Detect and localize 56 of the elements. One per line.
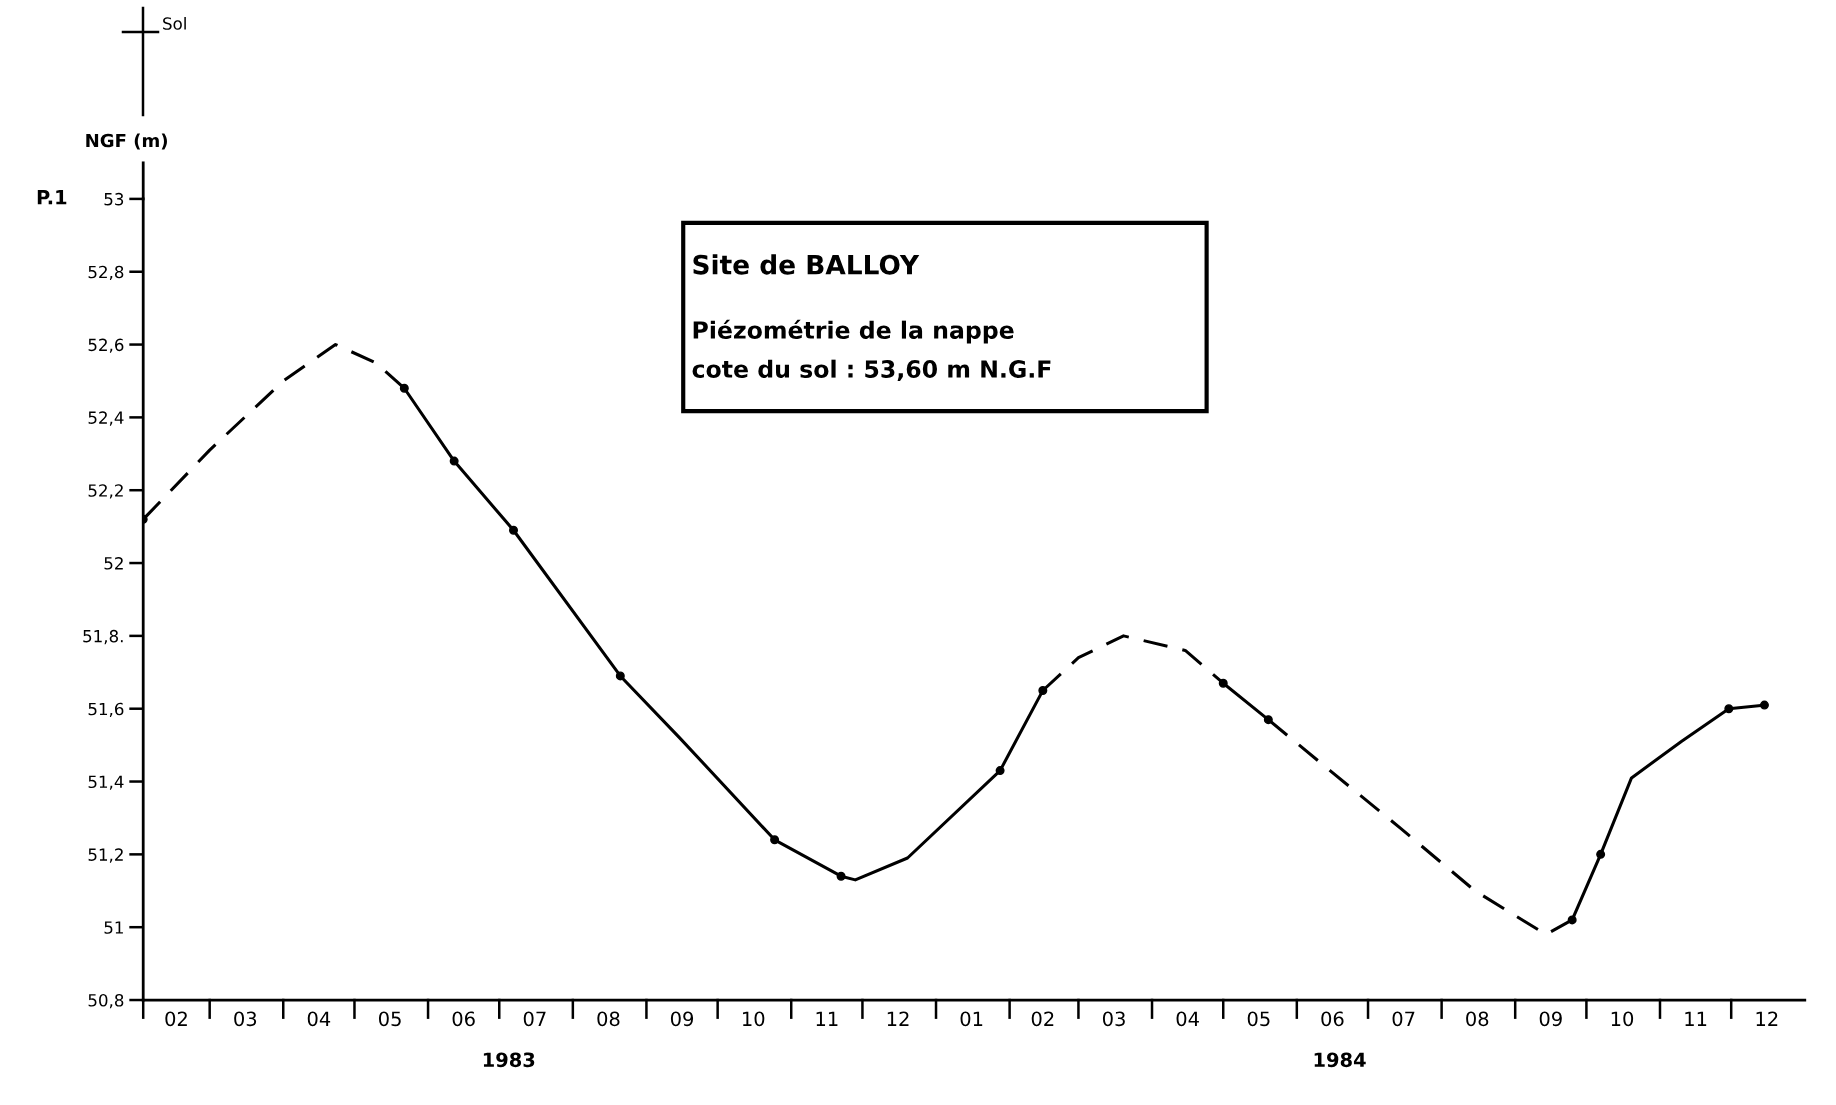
x-tick-label: 03 (1102, 1011, 1125, 1027)
point (770, 835, 780, 845)
x-tick-label: 11 (1685, 1011, 1707, 1026)
y-tick-label: 52,4 (88, 411, 124, 426)
point (399, 383, 409, 393)
point (836, 871, 846, 881)
x-tick-label: 08 (1466, 1011, 1489, 1027)
x-tick-label: 06 (1321, 1011, 1344, 1027)
x-tick-label: 07 (1392, 1011, 1415, 1027)
y-tick-label: 51,2 (88, 848, 123, 863)
x-tick-label: 10 (743, 1011, 765, 1027)
point (1759, 700, 1769, 710)
text: P.1 (37, 190, 67, 205)
x-tick-label: 05 (1247, 1011, 1270, 1027)
y-tick-label: 53 (104, 192, 124, 206)
point (449, 456, 459, 466)
y-tick-label: 52,6 (88, 338, 124, 353)
point (1567, 915, 1577, 925)
y-tick-label: 50,8 (88, 993, 124, 1009)
x-tick-label: 04 (307, 1011, 331, 1027)
x-tick-label: 07 (523, 1011, 546, 1027)
y-tick-label: 52,2 (88, 484, 123, 499)
text: Site de BALLOY (693, 254, 920, 275)
x-tick-label: 05 (378, 1011, 401, 1027)
y-tick-label: 52,8 (88, 265, 124, 280)
x-tick-label: 09 (1539, 1011, 1562, 1027)
point (1263, 715, 1273, 725)
x-tick-label: 06 (452, 1011, 475, 1027)
x-tick-label: 12 (887, 1011, 909, 1026)
x-tick-label: 09 (670, 1011, 694, 1027)
point (995, 766, 1005, 776)
x-tick-label: 03 (234, 1011, 257, 1027)
point (1724, 704, 1734, 714)
x-tick-label: 04 (1176, 1011, 1199, 1027)
x-tick-label: 02 (165, 1011, 187, 1027)
x-tick-label: 12 (1756, 1011, 1778, 1026)
y-tick-label: 52 (104, 557, 123, 570)
x-tick-label: 08 (597, 1011, 620, 1027)
text: 1983 (483, 1052, 535, 1068)
point (1218, 678, 1228, 688)
y-axis-title: NGF (m) (86, 133, 167, 150)
x-tick-label: 01 (960, 1011, 983, 1027)
text: Sol (163, 16, 186, 30)
y-tick-label: 51 (104, 921, 123, 934)
x-tick-label: 02 (1031, 1011, 1054, 1027)
text: Piézométrie de la nappe cote du sol : 53,60 m N.G.F (692, 319, 1051, 381)
point (509, 525, 519, 535)
point (615, 671, 625, 681)
point (1038, 686, 1048, 695)
text: 1984 (1314, 1052, 1366, 1068)
x-tick-label: 11 (816, 1011, 838, 1026)
y-tick-label: 51,8. (83, 629, 123, 645)
y-tick-label: 51,4 (88, 775, 124, 790)
point (1596, 849, 1606, 859)
x-tick-label: 10 (1611, 1011, 1634, 1027)
y-tick-label: 51,6 (88, 702, 124, 717)
